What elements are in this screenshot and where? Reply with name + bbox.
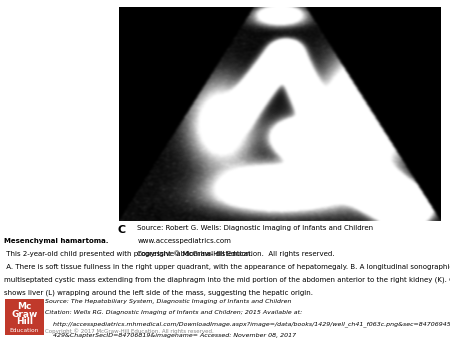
Text: Education: Education <box>10 328 39 333</box>
Text: www.accesspediatrics.com: www.accesspediatrics.com <box>137 238 231 244</box>
Text: Source: The Hepatobiliary System, Diagnostic Imaging of Infants and Children: Source: The Hepatobiliary System, Diagno… <box>45 299 292 304</box>
Text: Hill: Hill <box>16 317 33 327</box>
Text: http://accesspediatrics.mhmedical.com/DownloadImage.aspx?image=/data/books/1429/: http://accesspediatrics.mhmedical.com/Do… <box>45 321 450 327</box>
Text: multiseptated cystic mass extending from the diaphragm into the mid portion of t: multiseptated cystic mass extending from… <box>4 276 450 283</box>
Text: 429&ChapterSecID=84706819&imagename= Accessed: November 08, 2017: 429&ChapterSecID=84706819&imagename= Acc… <box>45 333 296 338</box>
Text: A. There is soft tissue fullness in the right upper quadrant, with the appearanc: A. There is soft tissue fullness in the … <box>4 264 450 270</box>
Text: Graw: Graw <box>11 310 37 319</box>
FancyBboxPatch shape <box>4 299 44 335</box>
Text: Copyright © 2017 McGraw-Hill Education. All rights reserved.: Copyright © 2017 McGraw-Hill Education. … <box>45 328 214 334</box>
Text: Copyright © McGraw-Hill Education.  All rights reserved.: Copyright © McGraw-Hill Education. All r… <box>137 250 335 257</box>
Text: Mesenchymal hamartoma.: Mesenchymal hamartoma. <box>4 238 109 244</box>
Text: L: L <box>304 195 308 204</box>
Text: This 2-year-old child presented with progressive abdominal distention.: This 2-year-old child presented with pro… <box>4 251 253 257</box>
Text: Citation: Wells RG. Diagnostic Imaging of Infants and Children; 2015 Available a: Citation: Wells RG. Diagnostic Imaging o… <box>45 310 302 315</box>
Text: Source: Robert G. Wells: Diagnostic Imaging of Infants and Children: Source: Robert G. Wells: Diagnostic Imag… <box>137 225 374 231</box>
Text: shows liver (L) wrapping around the left side of the mass, suggesting the hepati: shows liver (L) wrapping around the left… <box>4 289 314 296</box>
Text: Mc: Mc <box>17 303 32 311</box>
Text: C: C <box>117 225 125 235</box>
